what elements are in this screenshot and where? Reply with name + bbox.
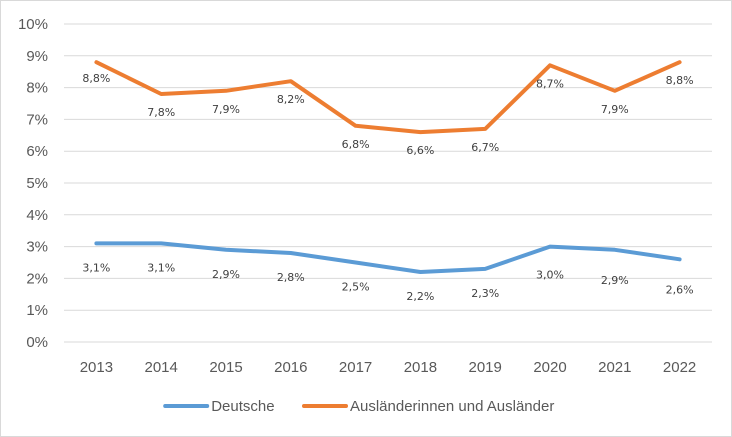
data-label: 7,8%	[147, 106, 175, 119]
series-lines	[94, 60, 682, 274]
data-label: 6,8%	[342, 138, 370, 151]
x-tick-label: 2018	[404, 359, 437, 376]
data-label: 3,1%	[147, 261, 175, 274]
x-tick-label: 2017	[339, 359, 372, 376]
y-tick-label: 7%	[26, 111, 48, 128]
data-label: 8,8%	[82, 72, 110, 85]
x-tick-label: 2014	[145, 359, 178, 376]
data-label: 2,9%	[601, 274, 629, 287]
y-tick-label: 10%	[18, 16, 48, 33]
y-axis-ticks: 0% 1% 2% 3% 4% 5% 6% 7% 8% 9% 10%	[18, 16, 48, 351]
data-label: 2,3%	[471, 287, 499, 300]
x-tick-label: 2015	[209, 359, 242, 376]
data-label: 8,7%	[536, 77, 564, 90]
y-tick-label: 9%	[26, 48, 48, 65]
data-label: 2,9%	[212, 268, 240, 281]
data-labels: 3,1% 3,1% 2,9% 2,8% 2,5% 2,2% 2,3% 3,0% 2,9% 2,6%…	[82, 72, 693, 303]
x-tick-label: 2021	[598, 359, 631, 376]
series-line-1	[94, 60, 682, 135]
y-tick-label: 1%	[26, 302, 48, 319]
x-tick-label: 2022	[663, 359, 696, 376]
legend-label-0: Deutsche	[211, 398, 274, 415]
data-label: 2,8%	[277, 271, 305, 284]
y-tick-label: 6%	[26, 143, 48, 160]
data-label: 2,5%	[342, 281, 370, 294]
data-label: 6,6%	[406, 144, 434, 157]
data-label: 3,1%	[82, 261, 110, 274]
data-label: 8,8%	[666, 74, 694, 87]
data-label: 7,9%	[212, 103, 240, 116]
series-line-0	[94, 241, 682, 274]
legend-label-1: Ausländerinnen und Ausländer	[350, 398, 554, 415]
data-label: 8,2%	[277, 93, 305, 106]
y-tick-label: 4%	[26, 207, 48, 224]
x-tick-label: 2020	[533, 359, 566, 376]
y-tick-label: 2%	[26, 270, 48, 287]
x-tick-label: 2016	[274, 359, 307, 376]
y-tick-label: 3%	[26, 239, 48, 256]
y-tick-label: 8%	[26, 80, 48, 97]
legend: Deutsche Ausländerinnen und Ausländer	[163, 398, 554, 415]
data-label: 2,6%	[666, 283, 694, 296]
gridlines	[64, 23, 712, 343]
y-tick-label: 0%	[26, 334, 48, 351]
data-label: 3,0%	[536, 269, 564, 282]
x-tick-label: 2019	[469, 359, 502, 376]
data-label: 7,9%	[601, 103, 629, 116]
y-tick-label: 5%	[26, 175, 48, 192]
data-label: 2,2%	[406, 290, 434, 303]
x-tick-label: 2013	[80, 359, 113, 376]
data-label: 6,7%	[471, 141, 499, 154]
x-axis-ticks: 2013 2014 2015 2016 2017 2018 2019 2020 2021 2022	[80, 359, 697, 376]
